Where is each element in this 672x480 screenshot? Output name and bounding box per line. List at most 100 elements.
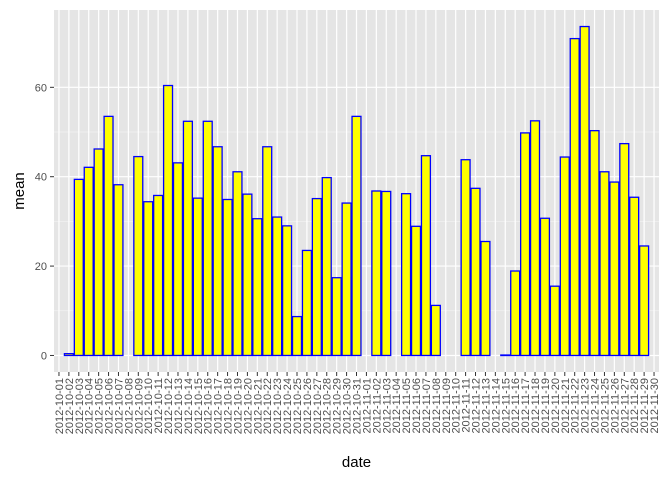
bar-2012-11-19 — [539, 217, 551, 357]
bar-2012-11-07 — [420, 155, 432, 357]
bar-2012-11-29 — [639, 245, 650, 357]
bar-2012-10-12 — [162, 84, 174, 357]
x-tick-label: 2012-11-01 — [361, 378, 373, 433]
x-tick-label: 2012-11-17 — [520, 378, 532, 433]
bar-2012-10-09 — [133, 155, 144, 357]
x-tick-label: 2012-10-20 — [242, 378, 254, 434]
x-tick-label: 2012-10-08 — [123, 378, 135, 434]
bar-2012-11-03 — [381, 190, 392, 357]
x-tick-label: 2012-10-27 — [312, 378, 324, 434]
bar-2012-10-28 — [321, 176, 332, 357]
x-tick-label: 2012-10-12 — [163, 378, 175, 434]
x-tick-label: 2012-10-19 — [232, 378, 244, 434]
bar-2012-11-16 — [510, 270, 521, 357]
y-tick-label: 60 — [35, 82, 47, 94]
x-tick-label: 2012-10-04 — [84, 378, 96, 434]
x-tick-label: 2012-11-14 — [490, 378, 502, 433]
x-tick-label: 2012-11-11 — [461, 378, 473, 433]
bar-2012-11-22 — [569, 37, 580, 357]
x-tick-label: 2012-10-03 — [74, 378, 86, 434]
bar-2012-10-22 — [262, 146, 273, 357]
bar-2012-10-25 — [291, 315, 303, 357]
bar-2012-11-28 — [629, 196, 640, 357]
bar-2012-10-27 — [311, 197, 322, 357]
x-tick-label: 2012-11-12 — [471, 378, 483, 433]
bar-2012-10-20 — [242, 193, 253, 357]
bar-2012-10-21 — [252, 218, 263, 357]
x-tick-label: 2012-10-16 — [203, 378, 215, 434]
x-tick-label: 2012-11-16 — [510, 378, 522, 433]
bar-2012-10-31 — [351, 115, 362, 357]
x-tick-label: 2012-10-02 — [64, 378, 76, 434]
x-tick-label: 2012-11-20 — [550, 378, 562, 433]
x-tick-label: 2012-11-13 — [480, 378, 492, 433]
x-tick-label: 2012-11-24 — [590, 378, 602, 433]
bar-2012-10-17 — [212, 146, 223, 357]
bar-2012-10-03 — [73, 178, 84, 357]
x-tick-label: 2012-11-25 — [599, 378, 611, 433]
x-axis-title: date — [342, 454, 371, 471]
x-tick-label: 2012-11-02 — [371, 378, 383, 433]
bar-2012-11-06 — [410, 225, 422, 357]
y-tick-label: 40 — [35, 172, 47, 184]
bar-2012-10-23 — [272, 216, 283, 357]
y-tick-label: 20 — [35, 261, 47, 273]
x-tick-label: 2012-10-23 — [272, 378, 284, 434]
x-tick-label: 2012-10-24 — [282, 378, 294, 434]
x-tick-label: 2012-10-22 — [262, 378, 274, 434]
bars — [63, 25, 650, 357]
x-tick-label: 2012-10-25 — [292, 378, 304, 434]
bar-2012-10-06 — [103, 115, 114, 357]
bar-2012-10-11 — [153, 194, 164, 357]
x-tick-label: 2012-10-21 — [252, 378, 264, 434]
x-tick-label: 2012-11-22 — [570, 378, 582, 433]
x-tick-label: 2012-11-23 — [580, 378, 592, 433]
bar-2012-11-11 — [460, 159, 471, 357]
bar-2012-10-07 — [113, 184, 124, 357]
bar-2012-11-20 — [549, 285, 560, 357]
x-tick-label: 2012-11-07 — [421, 378, 433, 433]
x-tick-label: 2012-11-06 — [411, 378, 423, 433]
x-tick-label: 2012-10-11 — [153, 378, 165, 433]
bar-2012-11-24 — [589, 130, 600, 357]
x-tick-label: 2012-10-28 — [322, 378, 334, 434]
x-tick-label: 2012-11-26 — [609, 378, 621, 433]
bar-2012-11-27 — [619, 142, 630, 357]
bar-2012-11-08 — [430, 304, 441, 357]
bar-2012-11-21 — [559, 156, 570, 357]
x-tick-label: 2012-10-10 — [143, 378, 155, 434]
bar-2012-11-18 — [529, 120, 541, 357]
x-tick-label: 2012-11-29 — [639, 378, 651, 433]
x-tick-label: 2012-11-05 — [401, 378, 413, 433]
bar-2012-10-30 — [341, 202, 352, 357]
bar-2012-10-02 — [63, 353, 74, 357]
bar-2012-11-23 — [579, 25, 590, 357]
x-tick-label: 2012-10-05 — [94, 378, 106, 434]
y-axis: 0 20 40 60 — [35, 82, 54, 362]
x-tick-label: 2012-10-07 — [113, 378, 125, 434]
x-tick-label: 2012-11-28 — [629, 378, 641, 433]
y-tick-label: 0 — [41, 350, 47, 362]
bar-2012-10-18 — [222, 198, 233, 357]
x-tick-label: 2012-11-15 — [500, 378, 512, 433]
bar-2012-10-05 — [93, 148, 104, 357]
y-axis-title: mean — [11, 172, 28, 210]
bar-2012-10-15 — [192, 197, 203, 357]
bar-2012-10-04 — [83, 166, 94, 357]
x-tick-label: 2012-11-03 — [381, 378, 393, 433]
x-tick-label: 2012-10-14 — [183, 378, 195, 434]
bar-2012-11-15 — [500, 354, 511, 357]
bar-2012-11-13 — [480, 240, 491, 357]
x-tick-label: 2012-10-09 — [133, 378, 145, 434]
bar-2012-10-26 — [301, 249, 313, 357]
x-tick-label: 2012-10-17 — [213, 378, 225, 434]
bar-2012-11-12 — [470, 187, 481, 357]
x-tick-label: 2012-11-21 — [560, 378, 572, 433]
bar-2012-11-25 — [599, 171, 610, 357]
x-tick-label: 2012-10-29 — [332, 378, 344, 434]
bar-2012-11-02 — [371, 190, 382, 357]
x-tick-label: 2012-10-13 — [173, 378, 185, 434]
x-tick-label: 2012-10-26 — [302, 378, 314, 434]
x-tick-label: 2012-11-18 — [530, 378, 542, 433]
bar-2012-10-14 — [182, 120, 194, 357]
